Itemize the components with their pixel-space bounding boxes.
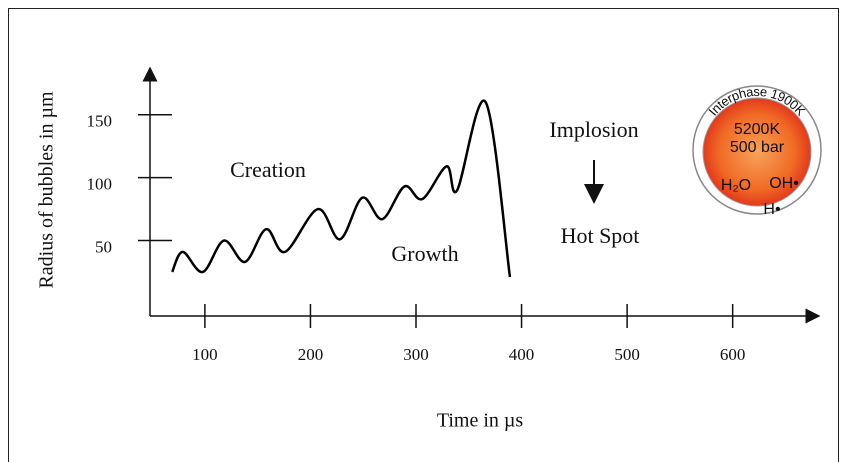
y-tick-label: 150	[87, 112, 113, 131]
species: H•	[763, 201, 780, 218]
temperature: 5200K	[734, 121, 781, 138]
y-tick-label: 100	[87, 175, 113, 194]
chart: Radius of bubbles in µm Time in µs Creat…	[0, 0, 848, 462]
x-tick-label: 600	[720, 345, 746, 364]
radius-curve	[172, 101, 510, 277]
annotation: Growth	[391, 241, 458, 266]
frame	[9, 9, 839, 462]
annotation: Implosion	[549, 117, 638, 142]
annotation: Hot Spot	[561, 223, 640, 248]
hot-spot: Interphase 1900K 5200K 500 bar H₂O OH• H…	[693, 84, 821, 218]
species: OH•	[769, 175, 799, 192]
y-tick-label: 50	[95, 237, 112, 256]
x-tick-label: 100	[192, 345, 218, 364]
x-axis-label: Time in µs	[437, 410, 524, 432]
x-tick-label: 300	[403, 345, 429, 364]
pressure: 500 bar	[730, 139, 785, 156]
species: H₂O	[721, 177, 751, 194]
x-tick-label: 500	[614, 345, 640, 364]
x-tick-label: 400	[509, 345, 535, 364]
x-tick-label: 200	[298, 345, 324, 364]
y-axis-label: Radius of bubbles in µm	[36, 91, 58, 289]
annotation: Creation	[230, 157, 306, 182]
